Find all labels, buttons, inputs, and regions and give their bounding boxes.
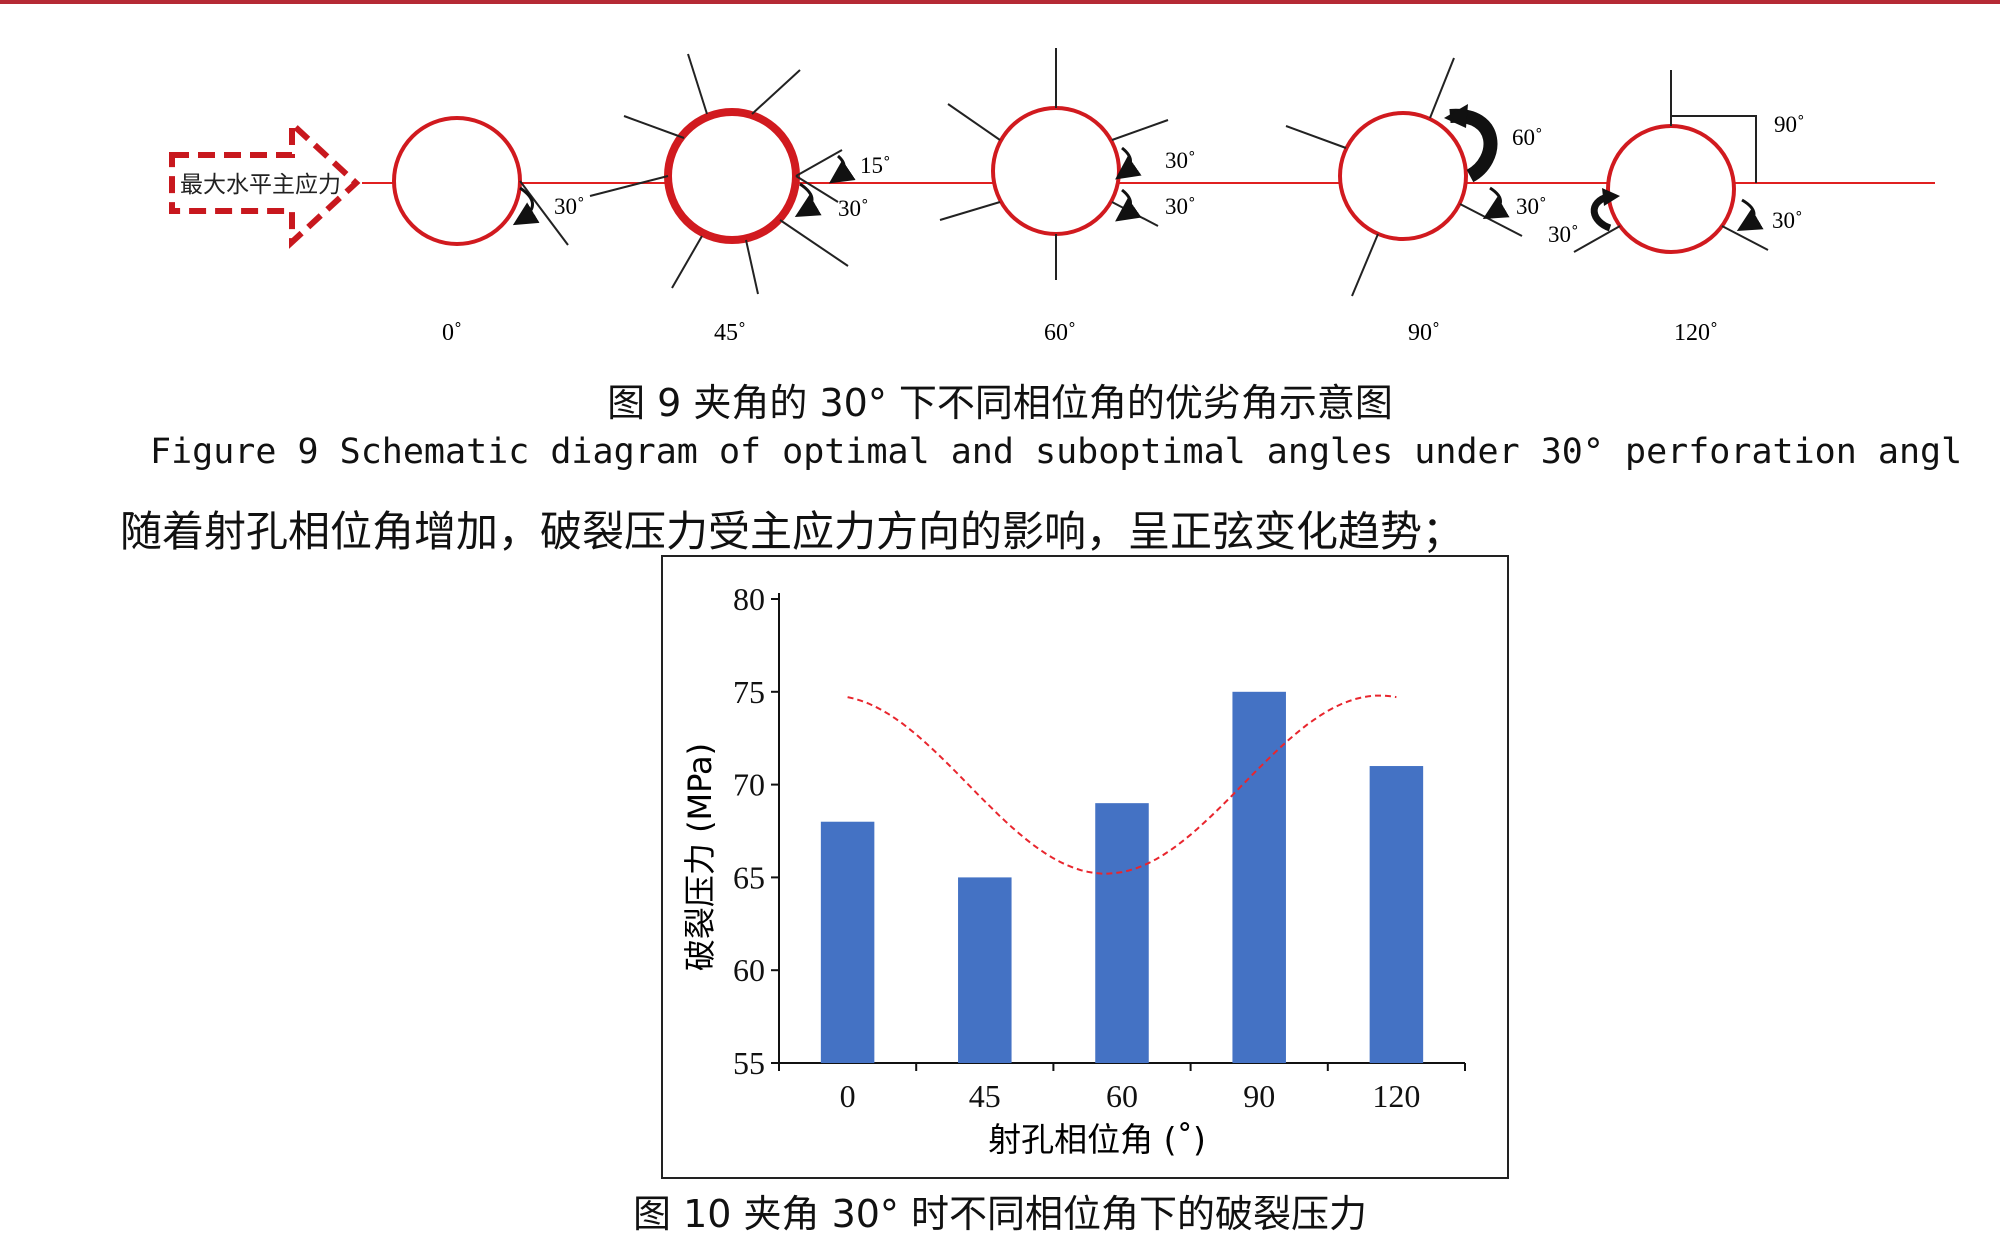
body-paragraph: 随着射孔相位角增加，破裂压力受主应力方向的影响，呈正弦变化趋势； — [120, 507, 1465, 556]
annotation: 30˚ — [1165, 194, 1196, 219]
well-phase-120: 90˚ 30˚ 30˚ — [1548, 70, 1805, 254]
y-tick-label: 80 — [733, 581, 765, 617]
annotation: 30˚ — [1516, 194, 1547, 219]
max-stress-label: 最大水平主应力 — [180, 172, 341, 198]
y-tick-label: 75 — [733, 674, 765, 710]
header-rule — [0, 0, 2000, 4]
y-tick-label: 65 — [733, 859, 765, 895]
well-phase-60: 30˚ 30˚ — [939, 48, 1196, 280]
bar — [1369, 766, 1424, 1063]
well-phase-45: 15˚ 30˚ — [589, 53, 891, 295]
y-tick-label: 70 — [733, 767, 765, 803]
y-axis-label: 破裂压力 (MPa) — [681, 743, 719, 971]
annotation: 90˚ — [1774, 112, 1805, 137]
figure10-caption-cn: 图 10 夹角 30° 时不同相位角下的破裂压力 — [632, 1192, 1368, 1236]
phase-label: 60˚ — [1044, 320, 1076, 346]
trend-line — [847, 694, 1397, 875]
phase-label: 120˚ — [1674, 320, 1718, 346]
y-tick-label: 60 — [733, 952, 765, 988]
figure9-caption-en: Figure 9 Schematic diagram of optimal an… — [150, 432, 1963, 472]
annotation: 30˚ — [838, 196, 869, 221]
y-tick-label: 55 — [733, 1045, 765, 1081]
annotation: 30˚ — [1772, 208, 1803, 233]
max-stress-arrow — [169, 117, 361, 249]
well-phase-0: 30˚ — [392, 116, 585, 246]
x-tick-label: 60 — [1106, 1078, 1138, 1114]
phase-label: 0˚ — [442, 320, 462, 346]
bar — [958, 877, 1012, 1063]
annotation: 60˚ — [1512, 125, 1543, 150]
well-phase-90: 60˚ 30˚ — [1285, 57, 1547, 297]
annotation: 30˚ — [554, 194, 585, 219]
x-tick-label: 120 — [1372, 1078, 1420, 1114]
bar — [820, 821, 875, 1063]
phase-label: 45˚ — [714, 320, 746, 346]
annotation: 30˚ — [1165, 148, 1196, 173]
x-axis-label: 射孔相位角 (˚) — [988, 1120, 1206, 1159]
figure9-caption-cn: 图 9 夹角的 30° 下不同相位角的优劣角示意图 — [607, 381, 1393, 425]
bar — [1095, 803, 1149, 1063]
annotation: 15˚ — [860, 153, 891, 178]
phase-label: 90˚ — [1408, 320, 1440, 346]
x-tick-label: 45 — [969, 1078, 1001, 1114]
chart-frame — [661, 555, 1509, 1179]
bar — [1232, 691, 1286, 1063]
figure9-schematic: 最大水平主应力 30˚ 15˚ 30˚ 30˚ 30˚ — [169, 48, 1935, 346]
plot-area: 55 60 65 70 75 80 0 45 60 90 120 — [733, 581, 1466, 1114]
annotation: 30˚ — [1548, 222, 1579, 247]
figure10-chart: 55 60 65 70 75 80 0 45 60 90 120 破裂压力 (MPa) 射孔相位角 … — [661, 555, 1509, 1179]
x-tick-label: 90 — [1243, 1078, 1275, 1114]
x-tick-label: 0 — [840, 1078, 856, 1114]
